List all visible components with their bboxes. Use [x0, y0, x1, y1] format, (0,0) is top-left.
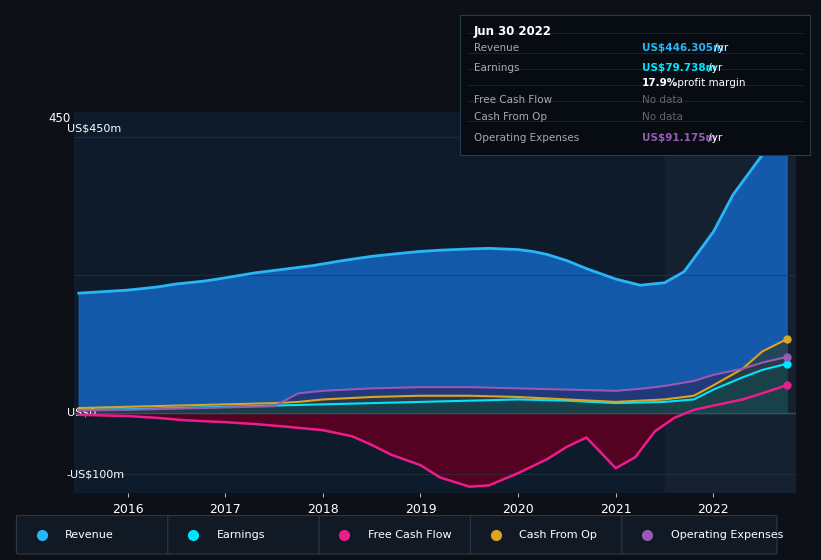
Text: Free Cash Flow: Free Cash Flow: [474, 95, 553, 105]
FancyBboxPatch shape: [470, 516, 626, 554]
Text: US$79.738m: US$79.738m: [642, 63, 717, 73]
Text: /yr: /yr: [705, 133, 722, 143]
Text: US$0: US$0: [67, 408, 96, 418]
FancyBboxPatch shape: [16, 516, 172, 554]
FancyBboxPatch shape: [167, 516, 323, 554]
Text: profit margin: profit margin: [673, 78, 745, 88]
Text: Operating Expenses: Operating Expenses: [671, 530, 783, 540]
Bar: [664, 112, 796, 493]
Text: Jun 30 2022: Jun 30 2022: [474, 25, 552, 38]
Text: Operating Expenses: Operating Expenses: [474, 133, 580, 143]
Text: No data: No data: [642, 111, 683, 122]
Text: Cash From Op: Cash From Op: [519, 530, 597, 540]
Text: Cash From Op: Cash From Op: [474, 111, 547, 122]
Text: Earnings: Earnings: [217, 530, 265, 540]
FancyBboxPatch shape: [319, 516, 475, 554]
Text: Earnings: Earnings: [474, 63, 520, 73]
Text: Free Cash Flow: Free Cash Flow: [368, 530, 452, 540]
Text: US$450m: US$450m: [67, 124, 122, 134]
Text: 17.9%: 17.9%: [642, 78, 678, 88]
Text: /yr: /yr: [705, 63, 722, 73]
Text: US$446.305m: US$446.305m: [642, 43, 724, 53]
Text: Revenue: Revenue: [474, 43, 519, 53]
Text: /yr: /yr: [711, 43, 728, 53]
Text: No data: No data: [642, 95, 683, 105]
Text: US$91.175m: US$91.175m: [642, 133, 717, 143]
FancyBboxPatch shape: [621, 516, 777, 554]
Text: 450: 450: [48, 112, 71, 125]
Text: Revenue: Revenue: [66, 530, 114, 540]
Text: -US$100m: -US$100m: [67, 469, 125, 479]
